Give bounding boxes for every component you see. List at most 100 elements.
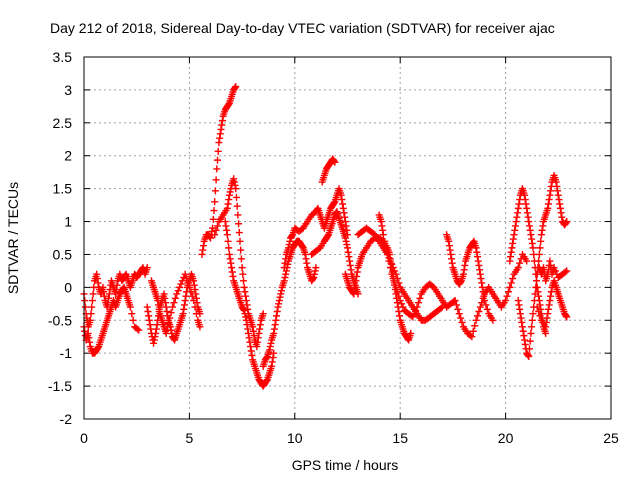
data-point <box>191 286 199 294</box>
data-point <box>216 134 224 142</box>
data-point <box>81 327 89 335</box>
data-point <box>412 306 420 314</box>
data-point <box>242 316 250 324</box>
data-point <box>526 337 534 345</box>
data-point <box>544 305 552 313</box>
data-point <box>191 303 199 311</box>
data-point <box>514 204 522 212</box>
data-point <box>517 314 525 322</box>
data-point <box>253 343 261 351</box>
data-point <box>447 250 455 258</box>
data-point <box>199 246 207 254</box>
data-point <box>266 343 274 351</box>
data-point <box>281 259 289 267</box>
data-point <box>309 275 317 283</box>
data-point <box>352 277 360 285</box>
data-point <box>144 307 152 315</box>
data-point <box>171 294 179 302</box>
data-point <box>302 255 310 263</box>
y-tick-label: 1.5 <box>53 181 73 197</box>
data-point <box>87 310 95 318</box>
data-point <box>544 200 552 208</box>
data-point <box>514 297 522 305</box>
data-point <box>275 300 283 308</box>
data-point <box>413 303 421 311</box>
data-point <box>523 209 531 217</box>
data-point <box>135 326 143 334</box>
data-point <box>176 283 184 291</box>
data-point <box>388 270 396 278</box>
data-point <box>152 329 160 337</box>
data-point <box>476 303 484 311</box>
data-point <box>226 255 234 263</box>
data-point <box>210 207 218 215</box>
data-point <box>211 187 219 195</box>
data-point <box>256 325 264 333</box>
data-point <box>282 255 290 263</box>
series-track-c <box>143 270 204 347</box>
data-point <box>469 327 477 335</box>
data-point <box>162 299 170 307</box>
data-point <box>143 303 151 311</box>
data-point <box>466 332 474 340</box>
data-point <box>339 200 347 208</box>
data-point <box>468 333 476 341</box>
data-point <box>535 307 543 315</box>
data-point <box>161 294 169 302</box>
data-point <box>269 354 277 362</box>
data-point <box>523 204 531 212</box>
data-point <box>472 244 480 252</box>
data-point <box>525 218 533 226</box>
data-point <box>472 316 480 324</box>
data-point <box>100 288 108 296</box>
data-point <box>507 253 515 261</box>
data-point <box>473 312 481 320</box>
data-point <box>509 239 517 247</box>
data-point <box>232 193 240 201</box>
data-point <box>162 329 170 337</box>
data-point <box>247 343 255 351</box>
data-point <box>563 267 571 275</box>
data-point <box>235 229 243 237</box>
data-point <box>236 237 244 245</box>
data-point <box>154 301 162 309</box>
data-point <box>240 305 248 313</box>
data-point <box>211 198 219 206</box>
data-point <box>454 305 462 313</box>
data-point <box>353 272 361 280</box>
data-point <box>459 270 467 278</box>
data-point <box>249 323 257 331</box>
y-tick-label: -2 <box>60 411 73 427</box>
data-point <box>254 338 262 346</box>
data-point <box>229 272 237 280</box>
data-point <box>506 283 514 291</box>
data-point <box>545 196 553 204</box>
data-point <box>84 329 92 337</box>
data-point <box>167 309 175 317</box>
data-point <box>89 290 97 298</box>
series-track-a <box>80 264 151 331</box>
data-point <box>213 165 221 173</box>
data-point <box>525 222 533 230</box>
data-point <box>330 157 338 165</box>
data-point <box>528 316 536 324</box>
data-point <box>250 332 258 340</box>
data-point <box>231 84 239 92</box>
data-point <box>281 273 289 281</box>
data-point <box>535 250 543 258</box>
data-point <box>105 294 113 302</box>
data-point <box>399 303 407 311</box>
data-point <box>286 237 294 245</box>
data-point <box>259 310 267 318</box>
data-point <box>471 322 479 330</box>
y-tick-label: 0 <box>64 279 72 295</box>
axis-ticks: 0 5 10 15 20 25 -2 -1.5 -1 -0.5 0 0.5 1 1.5 2 2.5 3 3.5 <box>48 49 619 446</box>
data-point <box>276 293 284 301</box>
data-point <box>476 266 484 274</box>
data-point <box>230 175 238 183</box>
data-point <box>255 329 263 337</box>
series-track-f <box>211 175 267 351</box>
data-point <box>473 248 481 256</box>
data-point <box>410 310 418 318</box>
data-point <box>164 323 172 331</box>
